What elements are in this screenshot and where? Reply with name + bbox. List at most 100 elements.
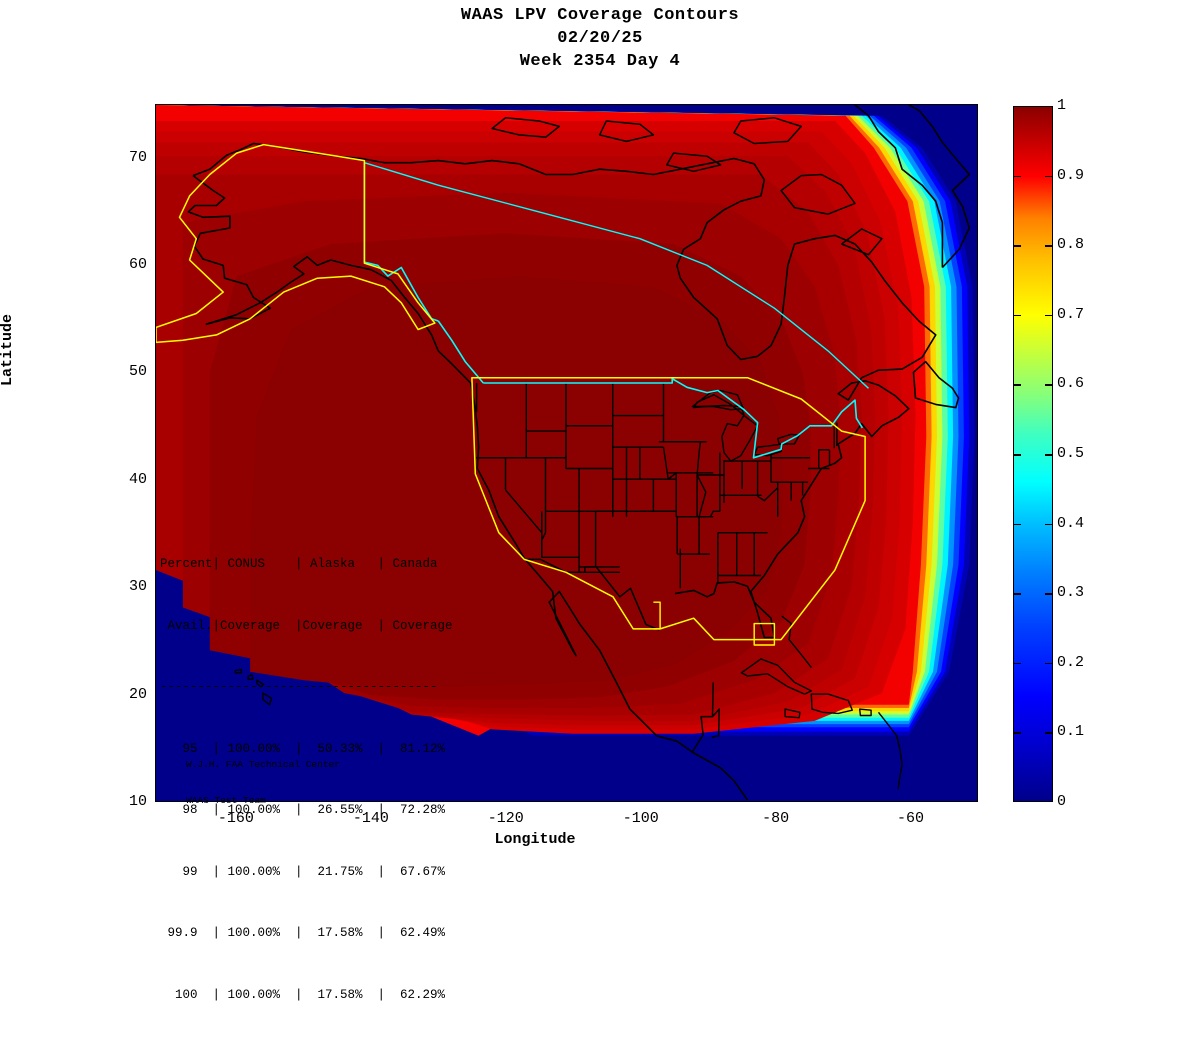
colorbar-tick-mark bbox=[1045, 662, 1052, 665]
coastline bbox=[781, 175, 855, 215]
national-border bbox=[483, 379, 862, 458]
colorbar-tick-mark bbox=[1045, 314, 1052, 317]
coastline bbox=[855, 105, 942, 268]
credit-text: W.J.H. FAA Technical Center WAAS Test Te… bbox=[186, 735, 340, 831]
coastline bbox=[263, 693, 272, 705]
coastline bbox=[785, 709, 800, 718]
colorbar-tick-1: 1 bbox=[1057, 97, 1067, 114]
colorbar-tick-0.4: 0.4 bbox=[1057, 514, 1085, 532]
coastline bbox=[860, 709, 871, 715]
colorbar-tick-mark bbox=[1014, 732, 1021, 734]
title-line-1: WAAS LPV Coverage Contours bbox=[460, 6, 740, 25]
coastline bbox=[909, 105, 970, 268]
colorbar-tick-mark bbox=[1045, 245, 1052, 247]
coastline bbox=[664, 447, 677, 479]
table-row: 99 | 100.00% | 21.75% | 67.67% bbox=[160, 864, 446, 879]
coastline bbox=[713, 709, 720, 737]
coastline bbox=[694, 395, 758, 461]
title-line-2: 02/20/25 bbox=[557, 29, 643, 48]
coastline bbox=[697, 442, 706, 517]
y-tick-60: 60 bbox=[128, 256, 147, 274]
y-axis-title: Latitude bbox=[0, 314, 16, 387]
coastline bbox=[188, 176, 747, 800]
x-tick--80: -80 bbox=[762, 810, 790, 827]
y-tick-10: 10 bbox=[128, 793, 147, 810]
coastline bbox=[842, 229, 882, 255]
geography-layer bbox=[156, 105, 969, 800]
national-border bbox=[364, 163, 868, 389]
colorbar-tick-mark bbox=[1014, 245, 1021, 247]
colorbar-tick-0.5: 0.5 bbox=[1057, 445, 1085, 462]
colorbar-tick-0.6: 0.6 bbox=[1057, 375, 1085, 393]
credit-line-1: W.J.H. FAA Technical Center bbox=[186, 759, 340, 770]
contour-band bbox=[250, 276, 784, 687]
figure-title: WAAS LPV Coverage Contours 02/20/25 Week… bbox=[0, 4, 1200, 73]
x-tick--120: -120 bbox=[487, 810, 524, 827]
colorbar-tick-mark bbox=[1014, 314, 1021, 317]
colorbar-tick-mark bbox=[1014, 175, 1021, 178]
table-row: 98 | 100.00% | 26.55% | 72.28% bbox=[160, 803, 446, 817]
x-tick--140: -140 bbox=[352, 810, 389, 827]
coastline bbox=[734, 118, 801, 144]
colorbar-tick-mark bbox=[1014, 523, 1021, 526]
y-tick-40: 40 bbox=[128, 470, 147, 488]
colorbar-tick-mark bbox=[1014, 662, 1021, 665]
coastline bbox=[667, 153, 721, 171]
coastline bbox=[492, 118, 559, 137]
colorbar-tick-0.9: 0.9 bbox=[1057, 166, 1085, 184]
coastline bbox=[542, 533, 546, 558]
coastline bbox=[257, 680, 264, 687]
title-line-3: Week 2354 Day 4 bbox=[519, 52, 681, 71]
coastline bbox=[711, 511, 720, 516]
service-volume-boundary bbox=[653, 602, 660, 629]
service-volume-boundary bbox=[754, 624, 774, 645]
colorbar-tick-0.7: 0.7 bbox=[1057, 305, 1085, 323]
colorbar-tick-mark bbox=[1045, 175, 1052, 178]
colorbar-tick-0.8: 0.8 bbox=[1057, 236, 1085, 254]
coastline bbox=[879, 712, 903, 789]
stats-header-row-1: Percent| CONUS | Alaska | Canada bbox=[160, 557, 438, 571]
colorbar-tick-mark bbox=[1045, 454, 1052, 456]
y-tick-50: 50 bbox=[128, 363, 147, 381]
stats-header-row-2: Avail.|Coverage |Coverage | Coverage bbox=[160, 618, 453, 633]
colorbar-tick-mark bbox=[1045, 384, 1052, 386]
coastline bbox=[778, 434, 800, 444]
table-row: 100 | 100.00% | 17.58% | 62.29% bbox=[160, 987, 446, 1002]
colorbar-tick-mark bbox=[1014, 593, 1021, 595]
x-axis-title: Longitude bbox=[494, 831, 576, 848]
coastline bbox=[600, 121, 654, 141]
colorbar-tick-mark bbox=[1045, 593, 1052, 595]
coastline bbox=[782, 616, 812, 667]
coastline bbox=[525, 559, 659, 630]
colorbar-tick-mark bbox=[1014, 384, 1021, 386]
colorbar-tick-mark bbox=[1014, 454, 1021, 456]
stats-separator: ------------------------------------- bbox=[160, 680, 438, 694]
x-tick--160: -160 bbox=[217, 810, 254, 827]
coastline bbox=[914, 362, 959, 408]
coastline bbox=[692, 391, 743, 410]
coastline bbox=[758, 488, 778, 501]
y-tick-70: 70 bbox=[128, 148, 147, 166]
y-tick-30: 30 bbox=[128, 578, 147, 596]
table-row: 95 | 100.00% | 50.33% | 81.12% bbox=[160, 741, 446, 756]
colorbar-tick-0: 0 bbox=[1057, 793, 1067, 810]
service-volume-boundary bbox=[472, 378, 865, 640]
coastline bbox=[811, 694, 852, 713]
colorbar-tick-0.2: 0.2 bbox=[1057, 653, 1085, 671]
service-volume-boundary bbox=[156, 145, 435, 343]
coverage-contour-canvas bbox=[156, 105, 976, 800]
x-tick--60: -60 bbox=[897, 810, 925, 827]
coverage-map-plot bbox=[155, 104, 978, 802]
coastline bbox=[193, 144, 936, 638]
waas-coverage-figure: WAAS LPV Coverage Contours 02/20/25 Week… bbox=[0, 4, 1200, 1002]
coastline bbox=[692, 682, 713, 752]
colorbar-tick-0.1: 0.1 bbox=[1057, 723, 1085, 741]
coastline bbox=[248, 675, 253, 679]
table-row: 99.9 | 100.00% | 17.58% | 62.49% bbox=[160, 926, 446, 940]
colorbar-tick-mark bbox=[1045, 732, 1052, 734]
y-tick-20: 20 bbox=[128, 685, 147, 703]
colorbar-tick-mark bbox=[1045, 523, 1052, 526]
coastline bbox=[506, 490, 542, 533]
coastline bbox=[235, 670, 241, 673]
colorbar-tick-0.3: 0.3 bbox=[1057, 584, 1085, 602]
